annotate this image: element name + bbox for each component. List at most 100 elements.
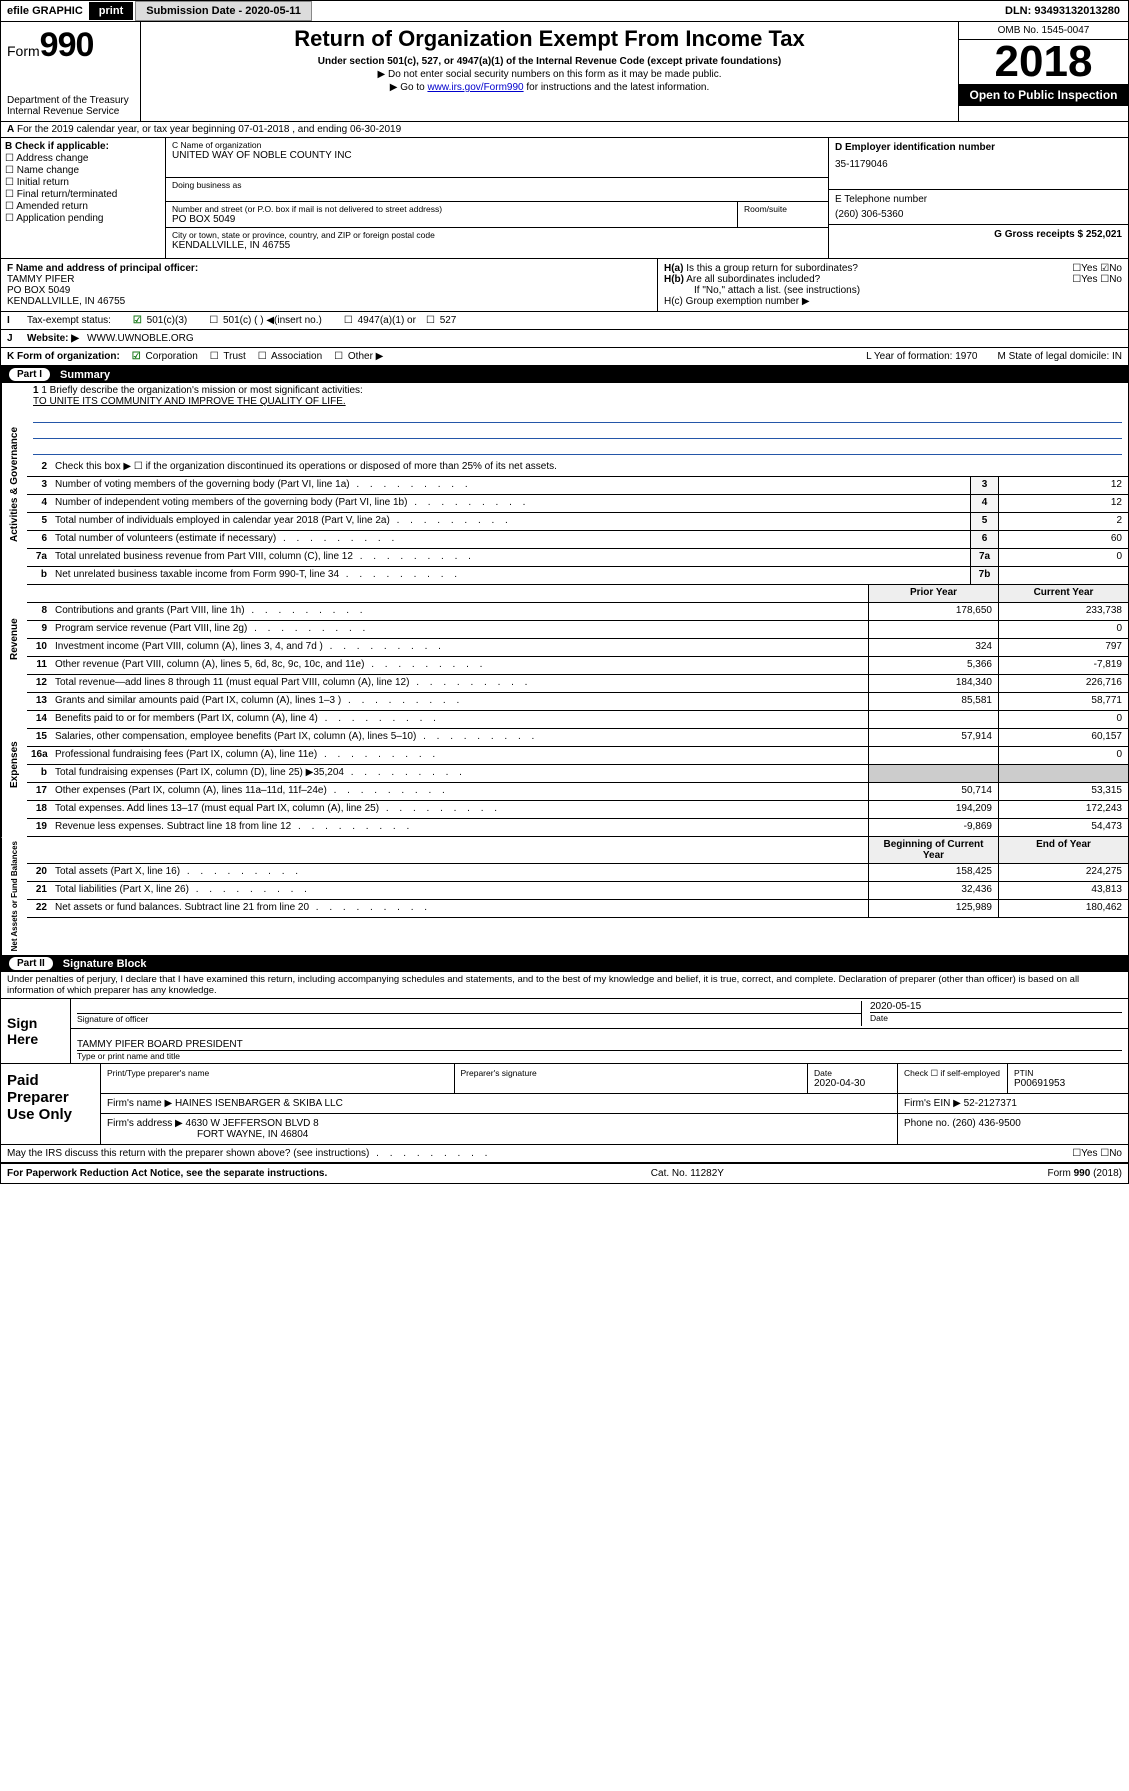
city-label: City or town, state or province, country… xyxy=(172,230,822,240)
self-employed-check[interactable]: Check ☐ if self-employed xyxy=(898,1064,1008,1093)
hb-answer: ☐Yes ☐No xyxy=(1072,274,1122,285)
open-public-badge: Open to Public Inspection xyxy=(959,84,1128,106)
hb-label: H(b) Are all subordinates included? xyxy=(664,274,820,285)
part2-header: Part II Signature Block xyxy=(1,955,1128,972)
part1-header: Part I Summary xyxy=(1,366,1128,383)
sign-here-label: Sign Here xyxy=(1,999,71,1063)
chk-527[interactable]: 527 xyxy=(424,315,456,326)
summary-row: 22Net assets or fund balances. Subtract … xyxy=(27,900,1128,918)
row-f-h: F Name and address of principal officer:… xyxy=(1,259,1128,312)
top-toolbar: efile GRAPHIC print Submission Date - 20… xyxy=(0,0,1129,22)
d-label: D Employer identification number xyxy=(835,142,995,153)
ha-answer: ☐Yes ☑No xyxy=(1072,263,1122,274)
form-body: Form990 Department of the Treasury Inter… xyxy=(0,22,1129,1184)
row-i: I Tax-exempt status: 501(c)(3) 501(c) ( … xyxy=(1,312,1128,330)
dept-label: Department of the Treasury xyxy=(7,95,134,106)
summary-row: bTotal fundraising expenses (Part IX, co… xyxy=(27,765,1128,783)
discuss-answer[interactable]: ☐Yes ☐No xyxy=(1072,1148,1122,1159)
chk-trust[interactable]: Trust xyxy=(208,351,246,362)
summary-governance: Activities & Governance 1 1 Briefly desc… xyxy=(1,383,1128,585)
summary-revenue: Revenue Prior YearCurrent Year 8Contribu… xyxy=(1,585,1128,693)
form-footer: For Paperwork Reduction Act Notice, see … xyxy=(1,1163,1128,1183)
summary-row: 16aProfessional fundraising fees (Part I… xyxy=(27,747,1128,765)
hc-label: H(c) Group exemption number ▶ xyxy=(664,296,1122,307)
vtab-revenue: Revenue xyxy=(1,585,27,693)
chk-assoc[interactable]: Association xyxy=(256,351,322,362)
c-label: C Name of organization xyxy=(172,140,822,150)
irs-link[interactable]: www.irs.gov/Form990 xyxy=(427,82,523,93)
vtab-netassets: Net Assets or Fund Balances xyxy=(1,837,27,955)
summary-row: 19Revenue less expenses. Subtract line 1… xyxy=(27,819,1128,837)
summary-row: 20Total assets (Part X, line 16)158,4252… xyxy=(27,864,1128,882)
chk-amended[interactable]: Amended return xyxy=(5,201,161,212)
summary-row: 3Number of voting members of the governi… xyxy=(27,477,1128,495)
m-state: M State of legal domicile: IN xyxy=(998,351,1123,362)
summary-row: 7aTotal unrelated business revenue from … xyxy=(27,549,1128,567)
summary-row: bNet unrelated business taxable income f… xyxy=(27,567,1128,585)
print-button[interactable]: print xyxy=(89,2,133,20)
summary-row: 21Total liabilities (Part X, line 26)32,… xyxy=(27,882,1128,900)
street-value: PO BOX 5049 xyxy=(172,214,731,225)
chk-final[interactable]: Final return/terminated xyxy=(5,189,161,200)
chk-initial[interactable]: Initial return xyxy=(5,177,161,188)
row-j: J Website: ▶ WWW.UWNOBLE.ORG xyxy=(1,330,1128,348)
chk-501c[interactable]: 501(c) ( ) ◀(insert no.) xyxy=(207,315,322,326)
city-value: KENDALLVILLE, IN 46755 xyxy=(172,240,822,251)
col-b-checkboxes: B Check if applicable: Address change Na… xyxy=(1,138,166,258)
note-ssn: ▶ Do not enter social security numbers o… xyxy=(151,69,948,80)
signature-block: Sign Here Signature of officer 2020-05-1… xyxy=(1,999,1128,1163)
phone-value: (260) 306-5360 xyxy=(835,209,1122,220)
officer-name: TAMMY PIFER xyxy=(7,274,651,285)
summary-row: 17Other expenses (Part IX, column (A), l… xyxy=(27,783,1128,801)
website-value: WWW.UWNOBLE.ORG xyxy=(87,333,194,344)
chk-other[interactable]: Other ▶ xyxy=(332,351,383,362)
dln-label: DLN: 93493132013280 xyxy=(997,3,1128,19)
chk-address[interactable]: Address change xyxy=(5,153,161,164)
chk-501c3[interactable]: 501(c)(3) xyxy=(131,315,187,326)
col-d-right: D Employer identification number 35-1179… xyxy=(828,138,1128,258)
vtab-expenses: Expenses xyxy=(1,693,27,837)
period-line: A For the 2019 calendar year, or tax yea… xyxy=(1,122,1128,138)
street-label: Number and street (or P.O. box if mail i… xyxy=(172,204,731,214)
hb-note: If "No," attach a list. (see instruction… xyxy=(664,285,1122,296)
org-name: UNITED WAY OF NOBLE COUNTY INC xyxy=(172,150,822,161)
summary-row: 10Investment income (Part VIII, column (… xyxy=(27,639,1128,657)
col-c-orginfo: C Name of organization UNITED WAY OF NOB… xyxy=(166,138,828,258)
summary-row: 12Total revenue—add lines 8 through 11 (… xyxy=(27,675,1128,693)
dba-label: Doing business as xyxy=(172,180,822,190)
form-number: Form990 xyxy=(7,26,134,65)
efile-label: efile GRAPHIC xyxy=(1,3,89,19)
chk-pending[interactable]: Application pending xyxy=(5,213,161,224)
note-link: ▶ Go to www.irs.gov/Form990 for instruct… xyxy=(151,82,948,93)
summary-row: 4Number of independent voting members of… xyxy=(27,495,1128,513)
ein-value: 35-1179046 xyxy=(835,159,1122,170)
section-a-row: B Check if applicable: Address change Na… xyxy=(1,138,1128,259)
room-label: Room/suite xyxy=(744,204,822,214)
penalty-text: Under penalties of perjury, I declare th… xyxy=(1,972,1128,999)
paid-preparer-label: Paid Preparer Use Only xyxy=(1,1064,101,1144)
tax-year: 2018 xyxy=(959,40,1128,84)
summary-row: 18Total expenses. Add lines 13–17 (must … xyxy=(27,801,1128,819)
l-year: L Year of formation: 1970 xyxy=(866,351,977,362)
discuss-row: May the IRS discuss this return with the… xyxy=(1,1145,1128,1163)
g-receipts: G Gross receipts $ 252,021 xyxy=(994,229,1122,240)
summary-row: 5Total number of individuals employed in… xyxy=(27,513,1128,531)
summary-row: 8Contributions and grants (Part VIII, li… xyxy=(27,603,1128,621)
summary-expenses: Expenses 13Grants and similar amounts pa… xyxy=(1,693,1128,837)
officer-addr2: KENDALLVILLE, IN 46755 xyxy=(7,296,651,307)
summary-row: 11Other revenue (Part VIII, column (A), … xyxy=(27,657,1128,675)
summary-row: 9Program service revenue (Part VIII, lin… xyxy=(27,621,1128,639)
summary-row: 6Total number of volunteers (estimate if… xyxy=(27,531,1128,549)
chk-corp[interactable]: Corporation xyxy=(130,351,198,362)
ha-label: H(a) Is this a group return for subordin… xyxy=(664,263,858,274)
chk-name[interactable]: Name change xyxy=(5,165,161,176)
form-subtitle: Under section 501(c), 527, or 4947(a)(1)… xyxy=(151,56,948,67)
mission-text: TO UNITE ITS COMMUNITY AND IMPROVE THE Q… xyxy=(33,396,1122,407)
summary-row: 14Benefits paid to or for members (Part … xyxy=(27,711,1128,729)
chk-4947[interactable]: 4947(a)(1) or xyxy=(342,315,416,326)
row-k: K Form of organization: Corporation Trus… xyxy=(1,348,1128,366)
summary-row: 13Grants and similar amounts paid (Part … xyxy=(27,693,1128,711)
vtab-governance: Activities & Governance xyxy=(1,383,27,585)
submission-date: Submission Date - 2020-05-11 xyxy=(135,1,312,21)
form-title: Return of Organization Exempt From Incom… xyxy=(151,26,948,52)
